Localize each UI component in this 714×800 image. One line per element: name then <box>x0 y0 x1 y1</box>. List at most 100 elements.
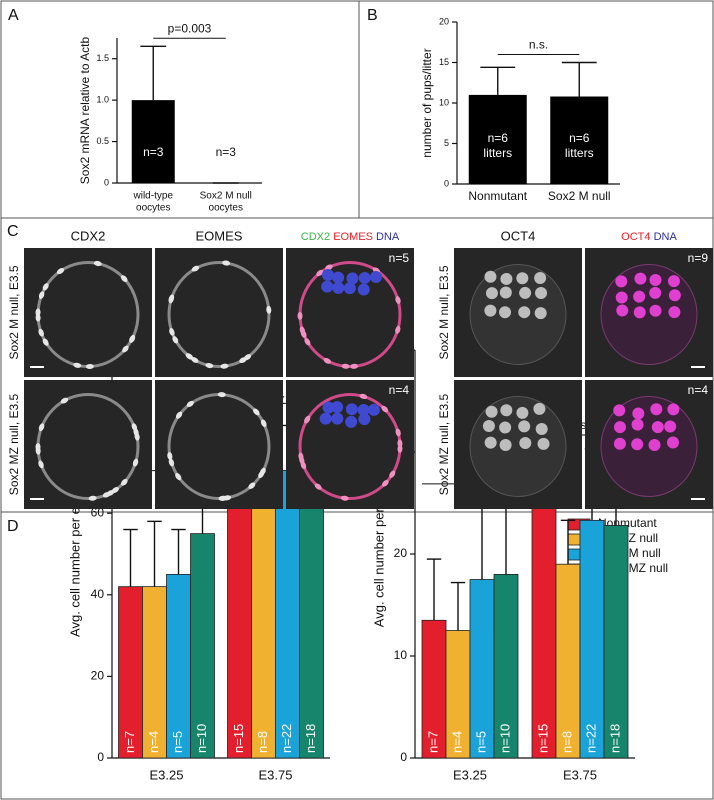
nucleus <box>350 363 359 369</box>
x-tick-label: wild-type <box>133 191 174 202</box>
nucleus <box>381 405 389 413</box>
micrograph <box>155 380 283 509</box>
nucleus <box>485 287 498 300</box>
bar-label: n=3 <box>216 145 237 159</box>
nucleus <box>168 295 174 304</box>
nucleus <box>484 270 497 283</box>
nucleus <box>664 420 677 433</box>
y-tick-label: 15 <box>439 57 449 67</box>
nucleus <box>359 393 368 400</box>
nucleus <box>122 345 129 353</box>
y-tick-label: 0.5 <box>96 136 109 146</box>
nucleus <box>357 403 370 416</box>
bar <box>421 619 447 759</box>
y-tick-label: 1.5 <box>96 53 109 63</box>
row-label: Sox2 M null, E3.5 <box>437 265 451 359</box>
bar <box>531 502 557 759</box>
nucleus <box>518 306 531 319</box>
bar <box>468 94 527 184</box>
embryo-outline <box>469 396 567 497</box>
nucleus <box>60 397 69 404</box>
nucleus <box>358 271 371 284</box>
bar-label: n=4 <box>449 731 464 753</box>
nucleus <box>321 269 334 282</box>
nucleus <box>381 479 389 487</box>
nucleus <box>631 438 644 451</box>
y-tick-label: 0 <box>400 750 407 764</box>
channel-name: OCT4 <box>621 231 650 243</box>
column-header: EOMES <box>196 228 243 243</box>
bar <box>445 630 471 759</box>
nucleus <box>535 423 548 436</box>
nucleus <box>222 260 231 266</box>
y-tick-label: 40 <box>91 587 105 601</box>
nucleus <box>484 436 497 449</box>
nucleus <box>485 405 498 418</box>
nucleus <box>633 306 646 319</box>
nucleus <box>38 328 44 337</box>
bar-label: n=10 <box>497 724 512 753</box>
x-tick-label: E3.75 <box>563 767 597 782</box>
y-axis-label: Avg. cell number per ICM <box>371 481 386 627</box>
nucleus <box>42 338 49 346</box>
nucleus <box>633 290 646 303</box>
nucleus <box>614 421 627 434</box>
nucleus <box>534 307 547 320</box>
sample-count: n=4 <box>688 383 709 397</box>
bar-label: litters <box>483 146 512 160</box>
nucleus <box>205 362 214 369</box>
nucleus <box>38 460 44 469</box>
nucleus <box>631 418 644 431</box>
nucleus <box>186 353 194 360</box>
nucleus <box>389 470 396 478</box>
sample-count: n=4 <box>389 383 410 397</box>
nucleus <box>169 328 175 336</box>
row-label: Sox2 M null, E3.5 <box>7 265 21 359</box>
bar-label: n=7 <box>122 731 137 753</box>
channel-name: DNA <box>376 231 400 243</box>
bar-label: n=18 <box>607 724 622 753</box>
bar <box>142 586 167 759</box>
row-label: Sox2 MZ null, E3.5 <box>437 393 451 495</box>
blastocyst-ring <box>167 261 271 368</box>
significance-label: n.s. <box>529 38 548 52</box>
nucleus <box>667 275 680 288</box>
bar <box>251 488 276 759</box>
nucleus <box>357 283 370 296</box>
column-header: CDX2 EOMES DNA <box>301 231 400 243</box>
nucleus <box>499 306 512 319</box>
y-axis-label: Sox2 mRNA relative to Actb <box>78 36 92 184</box>
nucleus <box>632 407 645 420</box>
nucleus <box>667 403 680 416</box>
nucleus <box>648 439 661 452</box>
nucleus <box>129 334 136 343</box>
nucleus <box>316 269 324 277</box>
bar-label: n=22 <box>583 724 598 753</box>
nucleus <box>85 363 94 369</box>
nucleus <box>297 311 303 320</box>
nucleus <box>395 296 401 304</box>
nucleus <box>499 421 512 434</box>
y-tick-label: 0 <box>444 178 449 188</box>
nucleus <box>253 408 260 416</box>
bar-label: n=22 <box>279 724 294 753</box>
nucleus <box>615 291 628 304</box>
y-tick-label: 1.0 <box>96 95 109 105</box>
column-header: CDX2 <box>71 228 106 243</box>
y-tick-label: 5 <box>444 138 449 148</box>
micrograph <box>155 248 283 377</box>
nucleus <box>397 439 403 448</box>
nucleus <box>616 304 629 317</box>
nucleus <box>319 412 332 425</box>
bar-label: n=18 <box>303 724 318 753</box>
nucleus <box>649 274 662 287</box>
bar-label: n=5 <box>170 731 185 753</box>
nucleus <box>331 412 344 425</box>
nucleus <box>395 325 401 334</box>
nucleus <box>300 330 307 338</box>
nucleus <box>304 415 311 423</box>
panel-label: C <box>7 223 19 240</box>
bar <box>275 469 300 759</box>
nucleus <box>56 268 65 275</box>
